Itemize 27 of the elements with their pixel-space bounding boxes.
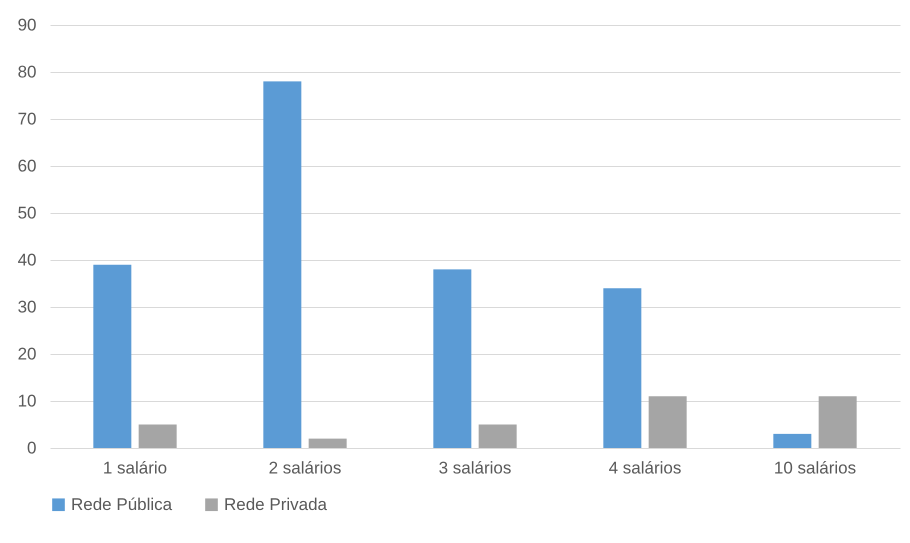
x-tick-label: 2 salários bbox=[268, 458, 342, 478]
bar bbox=[308, 438, 347, 448]
bar bbox=[263, 81, 302, 448]
y-tick-label: 40 bbox=[18, 250, 36, 270]
y-tick-label: 10 bbox=[18, 392, 36, 410]
bar bbox=[138, 424, 177, 448]
y-tick-label: 50 bbox=[18, 204, 36, 222]
x-tick-label: 1 salário bbox=[102, 458, 168, 478]
y-tick-label: 70 bbox=[18, 110, 36, 128]
bar bbox=[818, 396, 857, 448]
y-tick-label: 80 bbox=[18, 62, 36, 82]
y-tick-label: 30 bbox=[18, 298, 36, 316]
bar bbox=[433, 269, 472, 448]
bar bbox=[773, 434, 812, 448]
bar bbox=[93, 264, 132, 448]
bar bbox=[648, 396, 687, 448]
x-tick-label: 4 salários bbox=[608, 458, 682, 478]
y-tick-label: 60 bbox=[18, 156, 36, 176]
bar bbox=[478, 424, 517, 448]
legend-label: Rede Pública bbox=[71, 494, 173, 514]
legend-label: Rede Privada bbox=[224, 494, 328, 514]
x-tick-label: 10 salários bbox=[774, 458, 856, 478]
y-tick-label: 90 bbox=[18, 16, 36, 34]
y-tick-label: 0 bbox=[27, 438, 36, 458]
x-tick-label: 3 salários bbox=[438, 458, 512, 478]
bar bbox=[603, 288, 642, 448]
y-tick-label: 20 bbox=[18, 344, 36, 364]
